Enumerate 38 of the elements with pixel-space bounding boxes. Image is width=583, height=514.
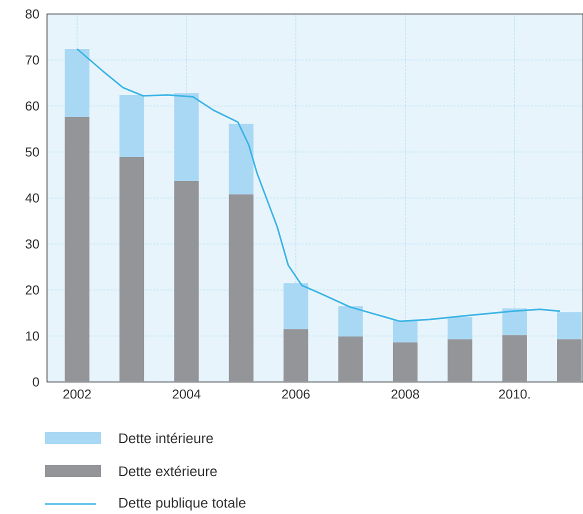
y-tick-label: 40 — [25, 193, 39, 203]
x-tick-label: 2002 — [63, 390, 91, 399]
bar — [284, 283, 308, 330]
bar — [174, 93, 199, 181]
bar — [338, 336, 363, 382]
x-tick-label: 2008 — [391, 390, 420, 399]
bar — [119, 157, 144, 382]
bar — [64, 117, 90, 382]
bar — [502, 335, 527, 382]
x-tick-label: 2010. — [499, 390, 530, 399]
x-tick-label: 2004 — [172, 390, 200, 399]
bar — [448, 317, 472, 340]
bar — [338, 306, 363, 336]
bar — [174, 180, 199, 382]
y-tick-label: 80 — [26, 9, 39, 19]
bar — [392, 342, 418, 382]
bar — [228, 124, 254, 194]
bar — [502, 308, 527, 336]
bar — [119, 94, 144, 158]
y-tick-label: 70 — [26, 55, 39, 65]
bar — [228, 194, 254, 382]
bar — [557, 312, 582, 340]
y-tick-label: 10 — [26, 331, 39, 341]
bar — [557, 339, 582, 382]
legend-label: Dette intérieure — [119, 432, 213, 444]
legend-label: Dette publique totale — [119, 497, 246, 510]
y-tick-label: 30 — [26, 239, 39, 249]
legend-label: Dette extérieure — [119, 466, 217, 476]
line-series — [76, 48, 561, 322]
y-tick-label: 20 — [26, 285, 39, 295]
bar — [64, 48, 90, 118]
y-tick-label: 60 — [26, 101, 39, 111]
y-tick-label: 50 — [26, 147, 39, 157]
bar — [448, 339, 472, 382]
y-tick-label: 0 — [32, 377, 39, 387]
bar — [392, 320, 418, 342]
x-tick-label: 2006 — [282, 390, 310, 399]
bar — [284, 329, 308, 382]
